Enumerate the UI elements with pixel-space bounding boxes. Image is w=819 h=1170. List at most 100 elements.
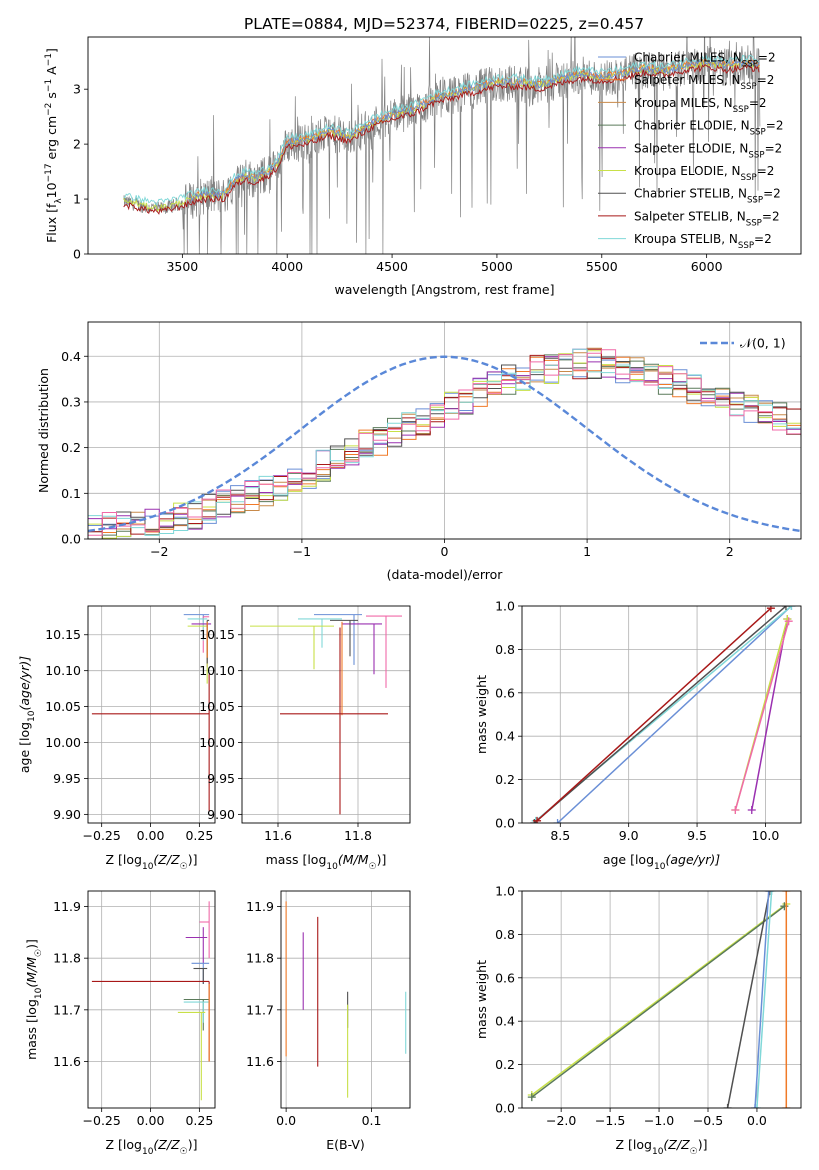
label-part: age [log [603, 852, 654, 867]
x-tick-label: 4500 [376, 259, 408, 274]
x-tick-label: 8.5 [550, 828, 570, 843]
residual-histogram [88, 348, 801, 535]
x-tick-label: 2 [726, 544, 734, 559]
label-part: Kroupa STELIB, N [634, 232, 738, 246]
weight-line [531, 905, 785, 1098]
x-axis-label: wavelength [Angstrom, rest frame] [334, 282, 554, 297]
model-spectrum [190, 59, 760, 202]
y-tick-label: 11.6 [246, 1054, 274, 1069]
label-part: =2 [757, 164, 775, 178]
weight-vs-age-panel: 8.5 9.0 9.5 10.0 0.0 0.2 0.4 0.6 0.8 1.0 mass weig… [474, 599, 802, 872]
y-tick-label: 0 [73, 247, 81, 262]
label-part: =2 [749, 96, 767, 110]
label-part: 10 [34, 987, 44, 999]
x-tick-label: 0.0 [747, 1113, 767, 1128]
weight-marker [527, 1093, 536, 1102]
y-axis-label: age [log10(age/yr)] [17, 656, 37, 773]
label-part: Chabrier ELODIE, N [634, 119, 750, 133]
label-part: SSP [733, 105, 749, 115]
model-spectrum [123, 63, 760, 215]
label-part: 10 [326, 862, 338, 872]
x-tick-label: 0.00 [137, 1113, 165, 1128]
model-spectrum [123, 54, 760, 206]
axes-frame [87, 36, 802, 255]
label-part: (Z/Z [153, 852, 180, 867]
y-tick-label: 9.95 [53, 771, 81, 786]
y-tick-label: 1.0 [495, 599, 515, 614]
label-part: Z [log [616, 1137, 652, 1152]
label-part: Salpeter MILES, N [634, 73, 741, 87]
label-part: SSP [747, 196, 763, 206]
y-tick-label: 10.15 [199, 627, 235, 642]
y-tick-label: 0.2 [495, 1057, 515, 1072]
label-part: mass [log [266, 852, 327, 867]
x-axis-label: Z [log10(Z/Z☉)] [106, 852, 198, 872]
x-tick-label: 0.1 [362, 1113, 382, 1128]
x-tick-label: 0.0 [276, 1113, 296, 1128]
x-tick-label: 1 [583, 544, 591, 559]
weight-line [734, 620, 790, 811]
y-tick-label: 11.9 [246, 899, 274, 914]
label-part: A [44, 66, 59, 79]
y-tick-label: 10.00 [199, 735, 235, 750]
label-part: −1 [44, 53, 54, 66]
weight-marker [533, 816, 542, 823]
weight-line [533, 606, 787, 823]
axes-frame [87, 605, 216, 824]
label-part: ☉ [34, 949, 44, 957]
y-tick-label: 11.7 [246, 1002, 274, 1017]
x-tick-label: −1.0 [644, 1113, 674, 1128]
x-tick-label: −2 [150, 544, 168, 559]
label-part: erg cm [44, 116, 59, 164]
age-vs-metallicity-panel: −0.25 0.00 0.25 9.90 9.95 10.00 10.05 10.10 10.1… [17, 605, 216, 872]
label-part: (age/yr)] [665, 852, 720, 867]
x-axis-label: (data-model)/error [387, 567, 504, 582]
y-tick-label: 1 [73, 192, 81, 207]
label-part: −17 [44, 163, 54, 182]
spectrum-panel: 3500 4000 4500 5000 5500 6000 0 1 2 3 wavelength [… [44, 36, 802, 297]
weight-line [531, 903, 787, 1096]
mass-vs-ebv-panel: 0.0 0.1 11.6 11.7 11.8 11.9 E(B-V) [246, 890, 411, 1152]
legend-label: Chabrier STELIB, NSSP=2 [634, 187, 781, 206]
weight-marker [750, 1104, 759, 1108]
x-tick-label: 9.5 [687, 828, 707, 843]
plot-area [91, 614, 212, 811]
y-tick-label: 11.7 [53, 1002, 81, 1017]
label-part: 10 [652, 1147, 664, 1157]
y-tick-label: 2 [73, 137, 81, 152]
label-part: Z [log [106, 852, 142, 867]
weight-line [536, 607, 772, 822]
y-tick-label: 11.8 [246, 951, 274, 966]
label-part: =2 [762, 209, 780, 223]
x-tick-label: 10.0 [752, 828, 780, 843]
weight-marker [553, 819, 562, 823]
label-part: =2 [765, 141, 783, 155]
y-tick-label: 0.4 [495, 729, 515, 744]
axes-frame [280, 890, 411, 1109]
residual-histogram [88, 347, 801, 539]
x-axis-label: age [log10(age/yr)] [603, 852, 720, 872]
x-tick-label: −1 [293, 544, 311, 559]
y-tick-label: 0.8 [495, 927, 515, 942]
legend-label: Kroupa MILES, NSSP=2 [634, 96, 767, 115]
y-tick-label: 0.0 [61, 532, 81, 547]
label-part: SSP [741, 82, 757, 92]
legend-label: Salpeter STELIB, NSSP=2 [634, 209, 780, 228]
y-tick-label: 0.2 [61, 440, 81, 455]
label-part: SSP [741, 173, 757, 183]
y-tick-label: 11.6 [53, 1054, 81, 1069]
label-part: =2 [763, 187, 781, 201]
weight-marker [766, 606, 775, 613]
legend-label: Chabrier MILES, NSSP=2 [634, 51, 776, 70]
weight-marker [747, 805, 756, 814]
age-vs-mass-panel: 11.6 11.8 9.90 9.95 10.00 10.05 10.10 10.15 mass… [199, 605, 411, 872]
y-tick-label: 9.90 [53, 807, 81, 822]
x-tick-label: 0 [441, 544, 449, 559]
legend-label: 𝒩(0, 1) [740, 336, 786, 351]
weight-vs-metallicity-panel: −2.0 −1.5 −1.0 −0.5 0.0 0.0 0.2 0.4 0.6 0.8 1.0 mas… [474, 884, 802, 1157]
x-tick-label: 6000 [691, 259, 723, 274]
y-tick-label: 9.90 [207, 807, 235, 822]
